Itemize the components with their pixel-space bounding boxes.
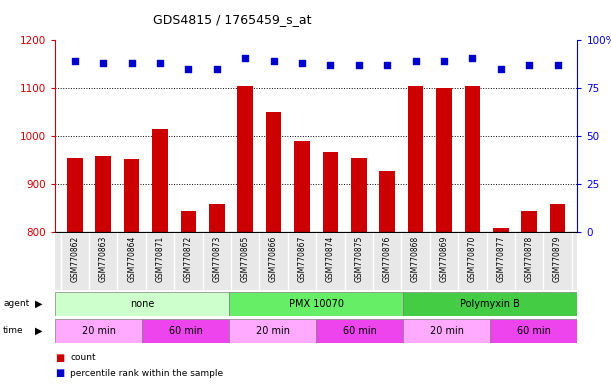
- Text: 60 min: 60 min: [169, 326, 202, 336]
- Bar: [229, 319, 316, 343]
- Bar: [351, 158, 367, 232]
- Text: GSM770874: GSM770874: [326, 236, 335, 282]
- Point: [326, 62, 335, 68]
- Text: GSM770863: GSM770863: [99, 236, 108, 282]
- Text: ■: ■: [55, 353, 64, 363]
- Text: GSM770870: GSM770870: [468, 236, 477, 282]
- Point: [297, 60, 307, 66]
- Point: [98, 60, 108, 66]
- Text: Polymyxin B: Polymyxin B: [461, 299, 520, 309]
- Text: 20 min: 20 min: [430, 326, 464, 336]
- Bar: [209, 204, 225, 232]
- Point: [70, 58, 80, 65]
- Bar: [408, 86, 423, 232]
- Text: GSM770866: GSM770866: [269, 236, 278, 282]
- Point: [155, 60, 165, 66]
- Bar: [316, 319, 403, 343]
- Text: GDS4815 / 1765459_s_at: GDS4815 / 1765459_s_at: [153, 13, 312, 26]
- Text: none: none: [130, 299, 154, 309]
- Bar: [294, 141, 310, 232]
- Bar: [493, 228, 508, 232]
- Text: GSM770867: GSM770867: [298, 236, 307, 282]
- Bar: [55, 292, 229, 316]
- Text: GSM770869: GSM770869: [439, 236, 448, 282]
- Text: GSM770868: GSM770868: [411, 236, 420, 282]
- Text: percentile rank within the sample: percentile rank within the sample: [70, 369, 224, 378]
- Text: GSM770862: GSM770862: [70, 236, 79, 282]
- Bar: [379, 171, 395, 232]
- Text: 60 min: 60 min: [517, 326, 551, 336]
- Text: GSM770879: GSM770879: [553, 236, 562, 282]
- Text: GSM770864: GSM770864: [127, 236, 136, 282]
- Point: [212, 66, 222, 72]
- Bar: [55, 319, 142, 343]
- Text: 20 min: 20 min: [81, 326, 115, 336]
- Text: GSM770872: GSM770872: [184, 236, 193, 282]
- Text: agent: agent: [3, 299, 29, 308]
- Bar: [229, 292, 403, 316]
- Point: [354, 62, 364, 68]
- Point: [240, 55, 250, 61]
- Point: [382, 62, 392, 68]
- Bar: [436, 88, 452, 232]
- Bar: [323, 152, 338, 232]
- Text: 20 min: 20 min: [255, 326, 290, 336]
- Bar: [95, 156, 111, 232]
- Bar: [181, 211, 196, 232]
- Point: [496, 66, 506, 72]
- Point: [269, 58, 279, 65]
- Text: GSM770876: GSM770876: [382, 236, 392, 282]
- Bar: [550, 204, 565, 232]
- Point: [467, 55, 477, 61]
- Text: GSM770871: GSM770871: [156, 236, 164, 282]
- Bar: [490, 319, 577, 343]
- Text: GSM770878: GSM770878: [525, 236, 533, 282]
- Bar: [521, 211, 537, 232]
- Text: ■: ■: [55, 368, 64, 378]
- Point: [439, 58, 449, 65]
- Text: ▶: ▶: [35, 299, 43, 309]
- Text: GSM770875: GSM770875: [354, 236, 364, 282]
- Point: [183, 66, 193, 72]
- Point: [411, 58, 420, 65]
- Text: PMX 10070: PMX 10070: [288, 299, 344, 309]
- Text: GSM770877: GSM770877: [496, 236, 505, 282]
- Text: ▶: ▶: [35, 326, 43, 336]
- Bar: [464, 86, 480, 232]
- Text: count: count: [70, 353, 96, 362]
- Bar: [142, 319, 229, 343]
- Point: [552, 62, 562, 68]
- Bar: [124, 159, 139, 232]
- Point: [524, 62, 534, 68]
- Point: [126, 60, 136, 66]
- Bar: [266, 112, 282, 232]
- Bar: [152, 129, 168, 232]
- Bar: [403, 292, 577, 316]
- Bar: [238, 86, 253, 232]
- Text: 60 min: 60 min: [343, 326, 376, 336]
- Text: GSM770865: GSM770865: [241, 236, 250, 282]
- Bar: [403, 319, 490, 343]
- Text: GSM770873: GSM770873: [212, 236, 221, 282]
- Text: time: time: [3, 326, 24, 335]
- Bar: [67, 158, 82, 232]
